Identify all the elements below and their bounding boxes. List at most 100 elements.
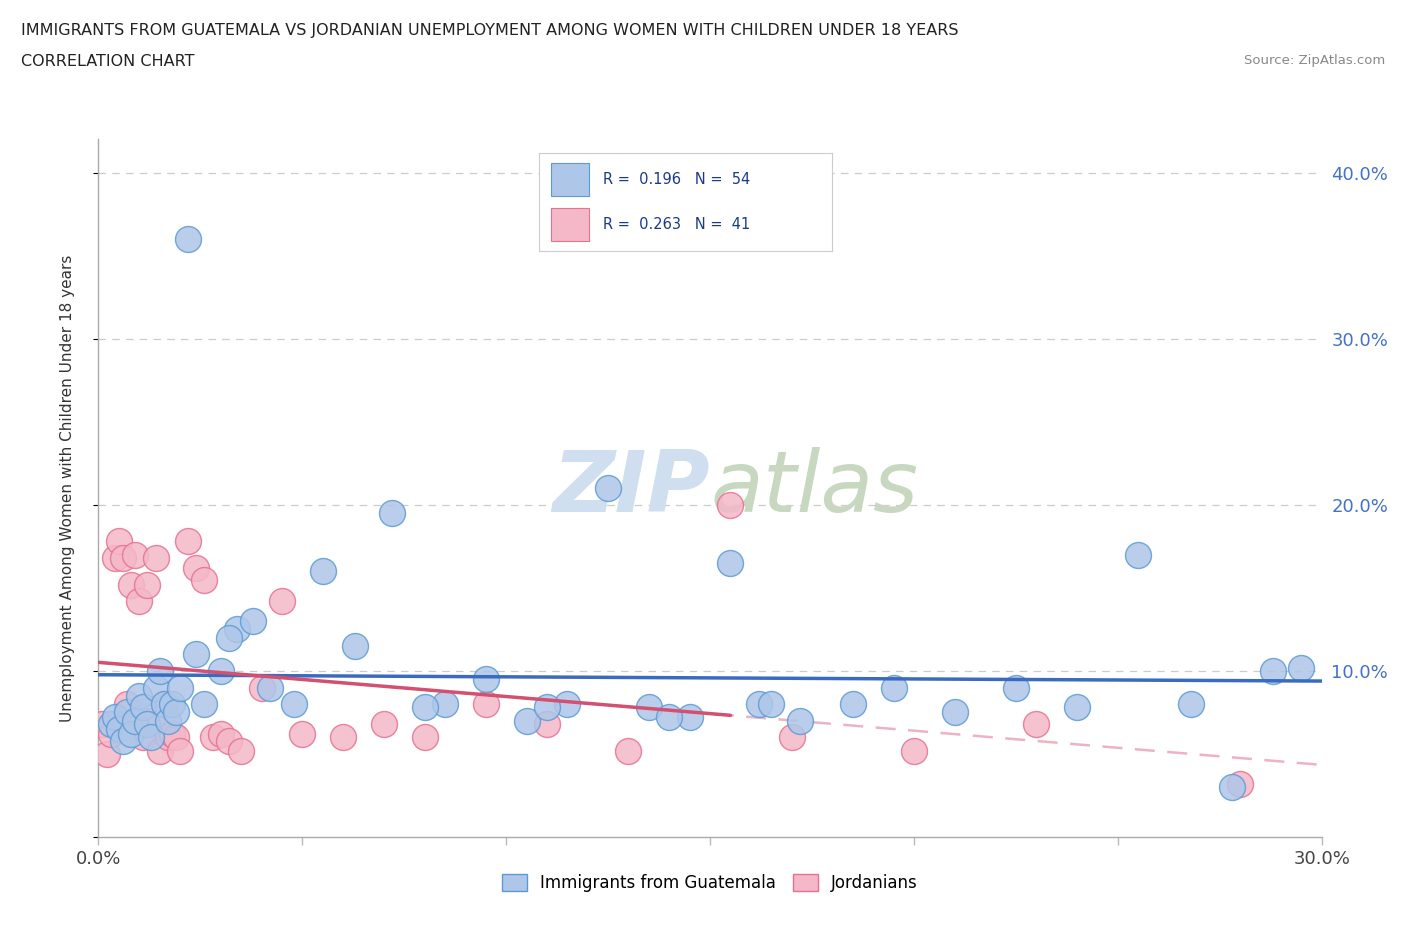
Point xyxy=(1004,680,1026,695)
Point xyxy=(516,713,538,728)
Point xyxy=(124,547,146,562)
Point xyxy=(903,743,925,758)
Point xyxy=(193,697,215,711)
Point xyxy=(160,697,183,711)
Point xyxy=(474,671,498,686)
Point xyxy=(169,743,191,758)
Point xyxy=(111,733,134,748)
Point xyxy=(128,593,150,608)
Point xyxy=(218,733,240,748)
Point xyxy=(100,726,122,741)
Point xyxy=(780,730,803,745)
Point xyxy=(186,647,208,662)
Point xyxy=(100,717,122,732)
Point xyxy=(136,717,159,732)
Point xyxy=(291,726,314,741)
Point xyxy=(91,717,114,732)
Text: Source: ZipAtlas.com: Source: ZipAtlas.com xyxy=(1244,54,1385,67)
Text: IMMIGRANTS FROM GUATEMALA VS JORDANIAN UNEMPLOYMENT AMONG WOMEN WITH CHILDREN UN: IMMIGRANTS FROM GUATEMALA VS JORDANIAN U… xyxy=(21,23,959,38)
Point xyxy=(373,717,395,732)
Point xyxy=(332,730,354,745)
Point xyxy=(344,639,367,654)
Text: atlas: atlas xyxy=(710,446,918,530)
Point xyxy=(115,705,138,720)
Point xyxy=(381,506,404,521)
Point xyxy=(160,726,183,741)
Point xyxy=(270,593,294,608)
Y-axis label: Unemployment Among Women with Children Under 18 years: Unemployment Among Women with Children U… xyxy=(60,255,75,722)
Point xyxy=(177,534,200,549)
Point xyxy=(141,730,163,745)
Text: CORRELATION CHART: CORRELATION CHART xyxy=(21,54,194,69)
Point xyxy=(156,713,179,728)
Point xyxy=(165,730,187,745)
Point xyxy=(598,481,620,496)
Point xyxy=(536,717,558,732)
Point xyxy=(156,730,179,745)
Point xyxy=(141,713,163,728)
Point xyxy=(250,680,273,695)
Point xyxy=(242,614,264,629)
Point xyxy=(720,498,742,512)
Point xyxy=(1128,547,1150,562)
Point xyxy=(193,572,215,587)
Point xyxy=(638,700,661,715)
Point xyxy=(474,697,498,711)
Point xyxy=(312,564,335,578)
Point xyxy=(209,726,232,741)
Point xyxy=(115,697,138,711)
Point xyxy=(1025,717,1047,732)
Point xyxy=(1220,779,1243,794)
Point xyxy=(761,697,783,711)
Point xyxy=(108,534,131,549)
Point xyxy=(145,551,167,565)
Point xyxy=(169,680,191,695)
Point xyxy=(132,730,155,745)
Point xyxy=(1261,663,1284,678)
Point xyxy=(413,700,436,715)
Point xyxy=(658,710,681,724)
Point xyxy=(883,680,905,695)
Point xyxy=(104,710,127,724)
Point xyxy=(748,697,770,711)
Point xyxy=(120,726,142,741)
Point xyxy=(226,622,249,637)
Point xyxy=(124,713,146,728)
Point xyxy=(218,631,240,645)
Point xyxy=(557,697,579,711)
Point xyxy=(259,680,281,695)
Point xyxy=(1066,700,1088,715)
Point xyxy=(1180,697,1202,711)
Point xyxy=(149,663,172,678)
Point xyxy=(145,680,167,695)
Point xyxy=(96,747,118,762)
Point xyxy=(1229,777,1251,791)
Point xyxy=(186,561,208,576)
Point xyxy=(128,688,150,703)
Legend: Immigrants from Guatemala, Jordanians: Immigrants from Guatemala, Jordanians xyxy=(495,867,925,898)
Point xyxy=(434,697,457,711)
Point xyxy=(104,551,127,565)
Point xyxy=(108,722,131,737)
Point xyxy=(943,705,966,720)
Point xyxy=(679,710,702,724)
Point xyxy=(789,713,811,728)
Point xyxy=(132,700,155,715)
Point xyxy=(136,578,159,592)
Point xyxy=(720,555,742,570)
Point xyxy=(152,697,174,711)
Point xyxy=(283,697,305,711)
Point xyxy=(120,578,142,592)
Point xyxy=(536,700,558,715)
Point xyxy=(165,705,187,720)
Point xyxy=(111,551,134,565)
Point xyxy=(231,743,253,758)
Point xyxy=(617,743,640,758)
Point xyxy=(841,697,863,711)
Point xyxy=(177,232,200,246)
Point xyxy=(209,663,232,678)
Point xyxy=(413,730,436,745)
Point xyxy=(152,697,174,711)
Point xyxy=(1291,660,1313,675)
Point xyxy=(201,730,224,745)
